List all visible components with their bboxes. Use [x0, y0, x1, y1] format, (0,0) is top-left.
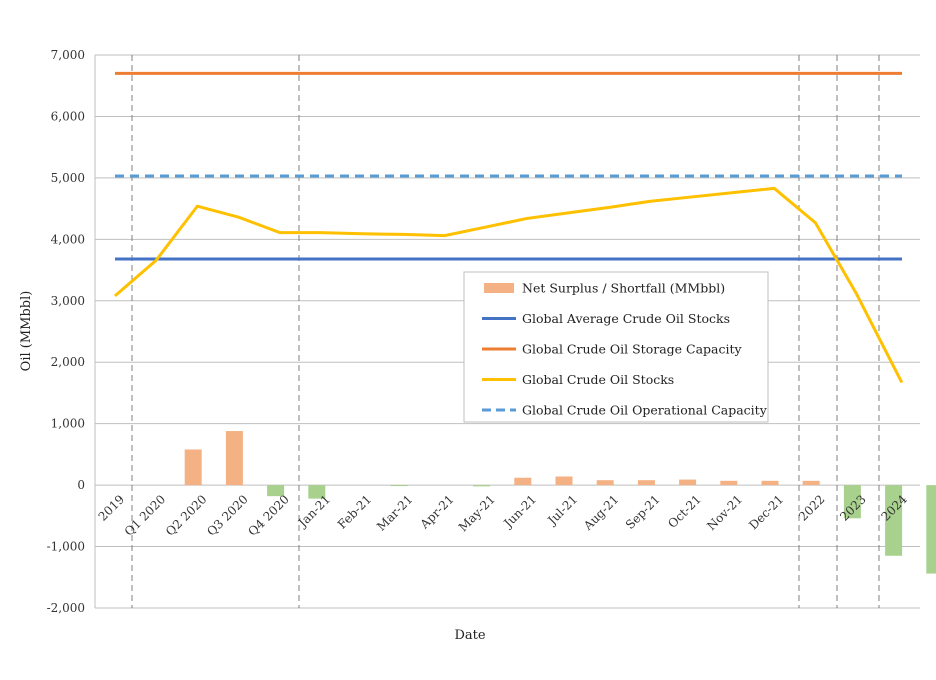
x-tick-label: Aug-21	[580, 492, 621, 533]
bar	[637, 480, 655, 486]
x-tick-label: Mar-21	[374, 492, 415, 533]
x-tick-label: Q2 2020	[163, 492, 210, 539]
bar	[926, 485, 936, 574]
x-tick-label: 2022	[796, 492, 827, 523]
y-tick-label: -1,000	[47, 540, 85, 554]
bar-series	[184, 431, 936, 574]
y-tick-label: 3,000	[51, 294, 85, 308]
y-tick-label: 2,000	[51, 355, 85, 369]
bar	[761, 480, 779, 486]
bar	[720, 480, 738, 486]
bar	[184, 449, 202, 486]
x-tick-label: Oct-21	[665, 492, 704, 531]
bar	[267, 485, 285, 497]
legend-label: Global Crude Oil Stocks	[522, 372, 674, 387]
bar	[596, 480, 614, 486]
x-tick-label: Q4 2020	[245, 492, 292, 539]
bar	[390, 485, 408, 487]
y-tick-label: 1,000	[51, 417, 85, 431]
x-tick-label: 2019	[96, 492, 127, 523]
x-tick-label: Nov-21	[704, 492, 745, 533]
legend-box	[463, 271, 769, 423]
bar	[308, 485, 326, 499]
legend-label: Net Surplus / Shortfall (MMbbl)	[522, 281, 725, 296]
vertical-dividers	[131, 55, 880, 608]
x-tick-label: Feb-21	[335, 492, 374, 531]
x-tick-label: Apr-21	[417, 492, 457, 532]
bar	[885, 485, 903, 556]
bar	[843, 485, 861, 519]
legend: Net Surplus / Shortfall (MMbbl) Global Av…	[463, 271, 769, 423]
legend-label: Global Crude Oil Storage Capacity	[522, 342, 743, 357]
x-tick-label: 2023	[837, 492, 868, 523]
bar	[473, 485, 491, 487]
bar	[555, 476, 573, 486]
line-series	[114, 71, 904, 384]
x-tick-label: May-21	[456, 492, 498, 534]
legend-label: Global Average Crude Oil Stocks	[522, 311, 730, 326]
legend-swatch	[484, 283, 514, 293]
y-tick-label: 7,000	[51, 48, 85, 62]
x-tick-label: Q1 2020	[122, 492, 169, 539]
y-tick-label: 6,000	[51, 109, 85, 123]
x-axis-title: Date	[454, 628, 485, 643]
legend-label: Global Crude Oil Operational Capacity	[522, 403, 768, 418]
x-tick-label: Dec-21	[746, 492, 786, 532]
y-tick-label: 0	[77, 478, 85, 492]
y-tick-label: 5,000	[51, 171, 85, 185]
x-tick-label: Q3 2020	[204, 492, 251, 539]
bar	[802, 480, 820, 486]
x-tick-label: Jun-21	[500, 492, 539, 531]
bar	[225, 431, 243, 486]
y-tick-label: -2,000	[47, 601, 85, 615]
stocks-line	[114, 186, 904, 384]
x-tick-label: Jul-21	[544, 492, 581, 529]
y-tick-labels: -2,000 -1,000 0 1,000 2,000 3,000 4,000 5,000 6,…	[47, 48, 85, 615]
x-tick-label: Sep-21	[623, 492, 663, 532]
y-tick-label: 4,000	[51, 232, 85, 246]
bar	[514, 477, 532, 486]
bar	[679, 479, 697, 486]
y-axis-title: Oil (MMbbl)	[19, 291, 34, 372]
